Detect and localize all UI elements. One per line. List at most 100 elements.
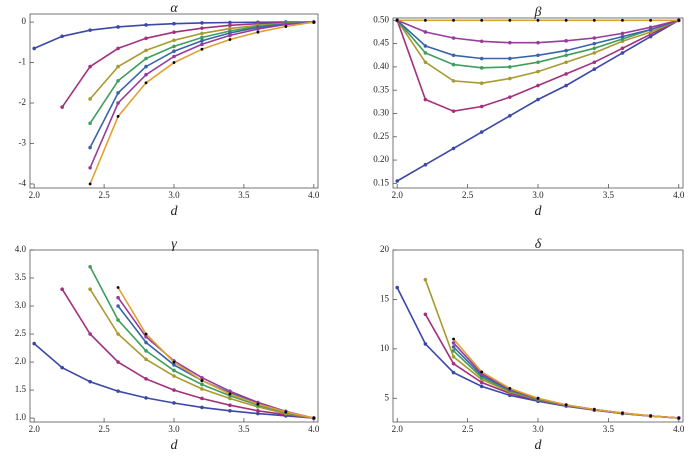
data-point: [480, 18, 484, 22]
data-point: [116, 318, 120, 322]
data-point: [200, 31, 204, 36]
data-point: [423, 60, 428, 65]
data-point: [592, 18, 596, 22]
data-point: [88, 182, 92, 186]
data-point: [116, 78, 120, 83]
y-tick-label: 2.5: [15, 328, 27, 338]
data-point: [536, 53, 540, 58]
y-tick-label: -3: [19, 138, 27, 148]
data-point: [144, 81, 148, 85]
data-point: [536, 396, 540, 400]
data-point: [564, 83, 568, 88]
y-tick-label: 3.5: [15, 272, 27, 282]
data-point: [451, 53, 456, 58]
x-tick-label: 2.5: [98, 424, 110, 434]
data-point: [172, 30, 176, 35]
chart-title: δ: [535, 237, 542, 252]
data-point: [116, 295, 120, 300]
data-point: [423, 30, 428, 34]
x-axis-label: d: [171, 438, 179, 453]
data-point: [648, 25, 653, 30]
y-tick-label: 15: [380, 293, 390, 303]
chart-title: β: [534, 5, 542, 20]
data-point: [284, 410, 288, 414]
data-point: [200, 382, 204, 387]
data-point: [172, 374, 176, 378]
x-tick-label: 3.5: [238, 424, 250, 434]
x-axis-label: d: [535, 204, 543, 219]
data-point: [172, 38, 176, 43]
x-tick-label: 2.0: [29, 190, 41, 200]
series-line: [61, 21, 314, 108]
y-tick-label: 0.35: [373, 84, 389, 94]
data-point: [423, 277, 428, 282]
data-point: [144, 23, 148, 27]
data-point: [452, 337, 455, 341]
plot-frame: [392, 249, 684, 423]
plot-frame: [29, 249, 319, 423]
data-point: [312, 20, 316, 24]
data-point: [116, 64, 120, 69]
data-point: [32, 46, 36, 51]
data-point: [592, 60, 597, 65]
data-point: [451, 62, 456, 67]
y-tick-label: 0: [22, 16, 27, 26]
data-point: [564, 403, 568, 407]
data-point: [116, 360, 120, 364]
data-point: [172, 388, 176, 392]
data-point: [172, 21, 176, 26]
series-line: [61, 288, 314, 419]
data-point: [116, 46, 120, 51]
data-point: [228, 38, 232, 41]
data-point: [649, 18, 653, 22]
data-point: [592, 51, 597, 55]
data-point: [172, 44, 176, 49]
chart-title: γ: [171, 237, 177, 252]
data-point: [200, 375, 204, 380]
data-point: [592, 36, 597, 40]
y-tick-label: 0.40: [373, 61, 389, 71]
data-point: [116, 304, 120, 308]
x-axis-label: d: [535, 438, 543, 453]
data-point: [479, 380, 484, 385]
data-point: [451, 370, 456, 375]
x-tick-label: 4.0: [673, 190, 685, 200]
series-line: [396, 19, 680, 60]
data-point: [256, 411, 260, 416]
data-point: [423, 51, 428, 55]
data-point: [564, 72, 568, 76]
x-tick-label: 3.5: [603, 424, 615, 434]
data-point: [144, 349, 148, 353]
data-point: [256, 402, 260, 406]
data-point: [228, 403, 232, 407]
data-point: [256, 30, 260, 34]
data-point: [88, 379, 92, 384]
x-tick-label: 3.0: [168, 190, 180, 200]
data-point: [508, 18, 512, 22]
data-point: [144, 332, 148, 336]
data-point: [200, 396, 204, 401]
data-point: [88, 145, 92, 150]
data-point: [423, 312, 428, 317]
data-point: [284, 22, 288, 27]
data-point: [116, 114, 120, 118]
data-point: [536, 60, 540, 65]
data-point: [256, 408, 260, 413]
x-tick-label: 3.5: [238, 190, 250, 200]
y-tick-label: 4.0: [15, 244, 27, 254]
y-tick-label: -1: [19, 57, 27, 67]
data-point: [620, 46, 625, 51]
data-point: [451, 341, 456, 345]
data-point: [451, 146, 456, 151]
data-point: [144, 377, 148, 381]
data-point: [536, 97, 540, 102]
data-point: [677, 18, 681, 22]
data-point: [228, 33, 232, 38]
series-line: [396, 19, 679, 44]
series-line: [424, 279, 679, 419]
data-point: [508, 65, 512, 69]
data-point: [423, 342, 428, 346]
data-point: [536, 69, 540, 74]
x-tick-label: 3.0: [532, 424, 544, 434]
data-point: [620, 51, 625, 55]
